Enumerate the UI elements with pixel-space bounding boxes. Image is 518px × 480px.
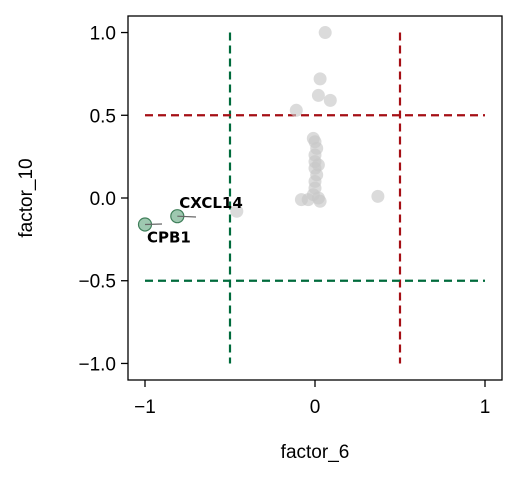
point-label-cxcl14: CXCL14 [179,194,242,212]
x-tick-label: −1 [134,397,156,418]
threshold-lines [145,32,485,364]
y-tick-label: 0.0 [90,189,116,210]
label-connector [177,215,197,218]
point-label-cpb1: CPB1 [147,228,191,246]
x-axis-label: factor_6 [281,442,350,463]
x-tick-label: 0 [310,397,321,418]
y-tick-label: −1.0 [78,354,116,375]
y-axis-label: factor_10 [16,158,37,237]
label-connectors [144,215,197,226]
data-points [137,26,385,232]
axis-ticks: −1 0 1 1.0 0.5 0.0 −0.5 −1.0 [78,24,490,418]
data-point [313,72,327,86]
data-point [289,103,303,117]
x-tick-label: 1 [480,397,491,418]
data-point [323,93,337,107]
data-point [371,189,385,203]
data-point [311,88,325,102]
y-tick-label: 0.5 [90,106,116,127]
y-tick-label: −0.5 [78,272,116,293]
data-point [294,193,308,207]
data-point [313,194,327,208]
data-point [311,158,325,172]
data-point [318,26,332,40]
point-labels: CPB1 CXCL14 [147,194,243,246]
data-point [230,204,244,218]
y-tick-label: 1.0 [90,24,116,45]
